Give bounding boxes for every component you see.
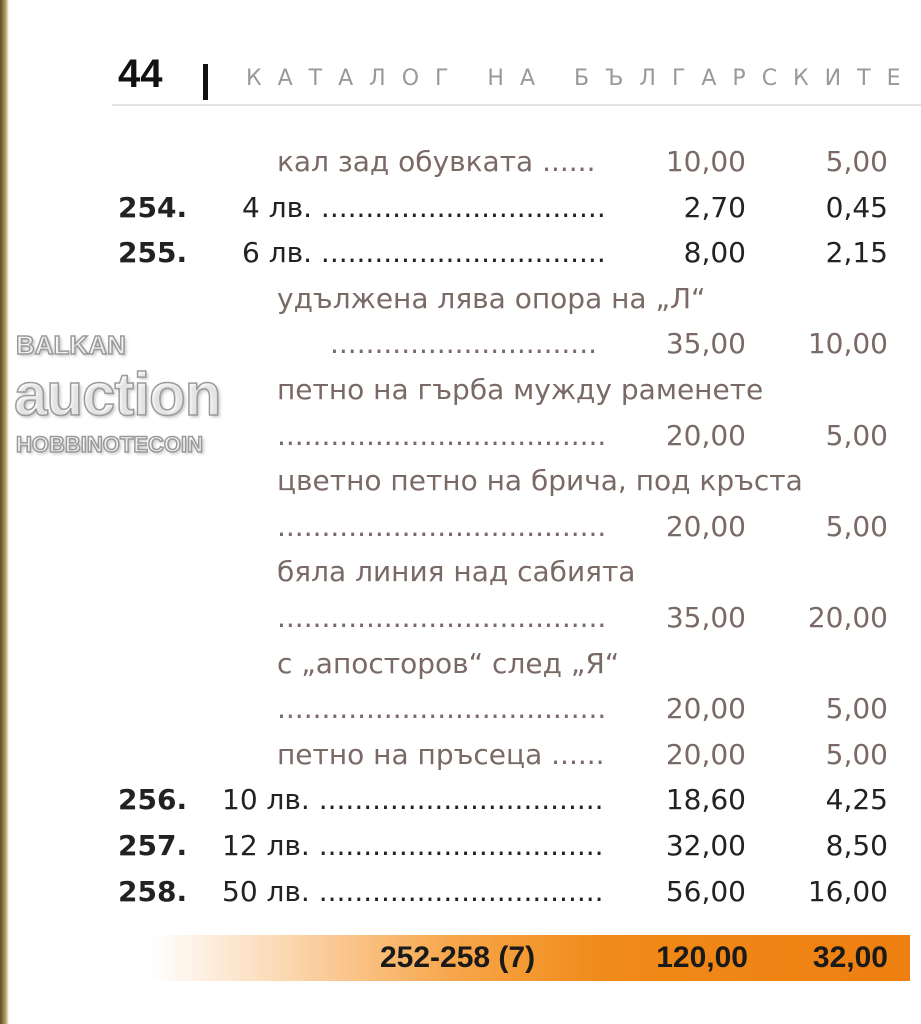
table-row: ..................................... 20,… [0, 689, 921, 729]
header-rule [112, 104, 921, 106]
price-1: 35,00 [665, 327, 746, 361]
price-2: 5,00 [825, 737, 888, 771]
running-header: КАТАЛОГ НА БЪЛГАРСКИТЕ [246, 66, 917, 91]
table-row: с „апосторов“ след „Я“ [0, 644, 921, 684]
price-2: 0,45 [825, 190, 888, 224]
item-description: 6 лв. ................................ [242, 236, 606, 270]
table-row: бяла линия над сабията [0, 552, 921, 592]
item-description: 12 лв. ................................ [222, 829, 604, 862]
price-2: 5,00 [825, 509, 888, 543]
price-2: 10,00 [807, 327, 888, 361]
price-2: 5,00 [825, 418, 888, 452]
item-description: 10 лв. ................................ [222, 783, 604, 817]
item-description: петно на пръсеца ...... [277, 737, 605, 771]
table-row: 256. 10 лв. .............................… [0, 780, 921, 820]
item-number: 257. [118, 829, 188, 862]
price-1: 35,00 [665, 601, 746, 634]
table-row: ..................................... 35,… [0, 598, 921, 638]
price-2: 20,00 [807, 601, 888, 634]
item-description: ..................................... [277, 418, 607, 452]
table-row: петно на пръсеца ...... 20,00 5,00 [0, 735, 921, 775]
item-description: кал зад обувката ...... [277, 145, 596, 178]
total-range: 252-258 (7) [380, 941, 536, 974]
item-description: с „апосторов“ след „Я“ [277, 646, 620, 680]
item-description: петно на гърба мужду раменете [277, 373, 764, 406]
table-row: 258. 50 лв. .............................… [0, 872, 921, 912]
item-number: 256. [118, 783, 188, 817]
item-description: бяла линия над сабията [277, 555, 636, 589]
price-1: 2,70 [683, 190, 746, 224]
table-row: 255. 6 лв. ..............................… [0, 233, 921, 273]
table-row: 257. 12 лв. .............................… [0, 826, 921, 866]
table-row: 254. 4 лв. ..............................… [0, 188, 921, 228]
price-1: 8,00 [683, 236, 746, 270]
price-2: 16,00 [807, 874, 888, 908]
table-row: удължена лява опора на „Л“ [0, 279, 921, 319]
item-description: 4 лв. ................................ [242, 190, 606, 224]
price-2: 2,15 [825, 236, 888, 270]
total-row: 252-258 (7) 120,00 32,00 [150, 935, 910, 981]
price-1: 20,00 [665, 692, 746, 726]
header-divider [203, 64, 208, 100]
item-description: ..................................... [277, 692, 607, 726]
table-row: кал зад обувката ...... 10,00 5,00 [0, 142, 921, 182]
item-description: ..................................... [277, 601, 607, 634]
price-1: 20,00 [665, 418, 746, 452]
total-value-1: 120,00 [656, 941, 748, 974]
price-1: 20,00 [665, 509, 746, 543]
table-row: ..................................... 20,… [0, 507, 921, 547]
item-description: удължена лява опора на „Л“ [277, 281, 706, 315]
watermark-logo: BALKAN [15, 329, 126, 361]
item-number: 254. [118, 190, 188, 224]
table-row: петно на гърба мужду раменете [0, 370, 921, 410]
page-number: 44 [118, 52, 163, 96]
price-1: 32,00 [665, 829, 746, 862]
price-1: 10,00 [665, 145, 746, 178]
price-1: 18,60 [665, 783, 746, 817]
total-value-2: 32,00 [812, 941, 888, 974]
price-1: 56,00 [665, 874, 746, 908]
item-description: 50 лв. ................................ [222, 874, 604, 908]
item-description: ..................................... [277, 509, 607, 543]
price-2: 4,25 [825, 783, 888, 817]
price-2: 5,00 [825, 145, 888, 178]
item-description: .............................. [330, 327, 598, 361]
page-edge [0, 0, 9, 1024]
watermark-logo: HOBBINOTECOIN [15, 431, 204, 458]
item-number: 258. [118, 874, 188, 908]
item-number: 255. [118, 236, 188, 270]
item-description: цветно петно на брича, под кръста [277, 464, 803, 498]
price-1: 20,00 [665, 737, 746, 771]
table-row: ..................................... 20,… [0, 416, 921, 456]
table-row: .............................. 35,00 10,00 [0, 324, 921, 364]
price-2: 8,50 [825, 829, 888, 862]
watermark-logo: auction [13, 361, 222, 429]
price-2: 5,00 [825, 692, 888, 726]
table-row: цветно петно на брича, под кръста [0, 461, 921, 501]
